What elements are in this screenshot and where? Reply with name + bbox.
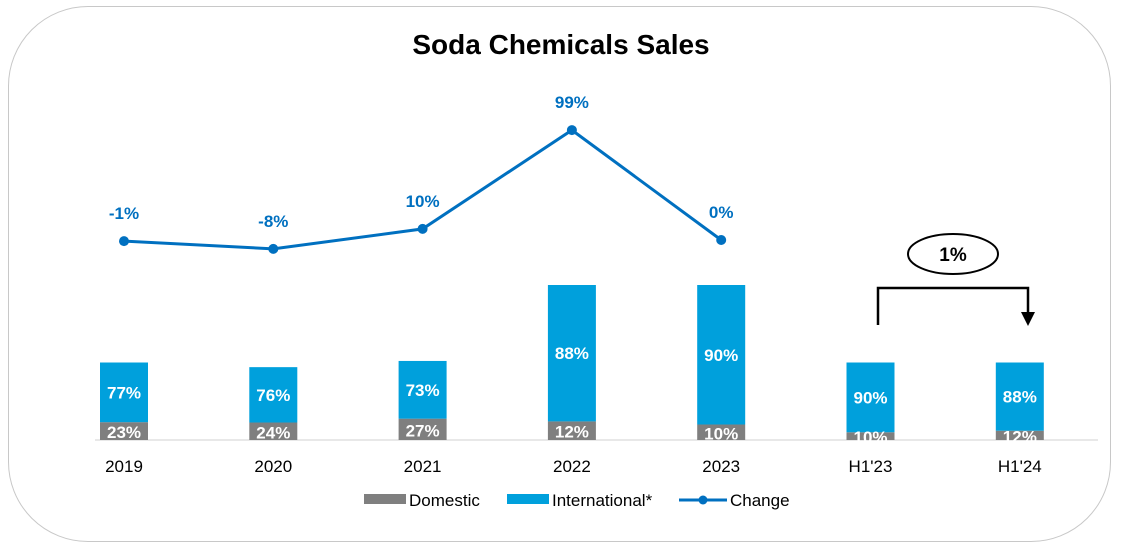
callout-label: 1% bbox=[939, 245, 967, 266]
legend-label-international: International* bbox=[552, 491, 653, 510]
bar-international-3 bbox=[547, 285, 596, 422]
label-international-3: 88% bbox=[555, 344, 589, 363]
label-international-4: 90% bbox=[704, 346, 738, 365]
bar-international-4 bbox=[697, 285, 746, 425]
legend-label-change: Change bbox=[730, 491, 790, 510]
x-tick-6: H1'24 bbox=[998, 457, 1042, 476]
x-tick-2: 2021 bbox=[404, 457, 442, 476]
label-domestic-2: 27% bbox=[406, 421, 440, 440]
legend-marker-change bbox=[698, 495, 708, 505]
change-line-group: -1% -8% 10% 99% 0% bbox=[109, 93, 734, 254]
change-point-0 bbox=[119, 236, 129, 247]
bar-domestic-3 bbox=[547, 421, 596, 440]
change-callout: 1% bbox=[876, 233, 1035, 326]
change-point-1 bbox=[268, 243, 279, 254]
legend-label-domestic: Domestic bbox=[409, 491, 480, 510]
label-international-0: 77% bbox=[107, 383, 141, 402]
bar-domestic-0 bbox=[100, 422, 148, 440]
bar-international-6 bbox=[995, 362, 1044, 431]
change-label-2: 10% bbox=[406, 192, 440, 211]
legend-swatch-domestic bbox=[364, 494, 406, 504]
label-international-1: 76% bbox=[256, 386, 290, 405]
change-label-4: 0% bbox=[709, 203, 734, 222]
bar-domestic-1 bbox=[249, 422, 298, 440]
change-point-3 bbox=[566, 125, 577, 136]
bar-domestic-2 bbox=[398, 418, 447, 440]
x-tick-1: 2020 bbox=[254, 457, 292, 476]
change-point-4 bbox=[716, 235, 727, 245]
bar-international-5 bbox=[846, 362, 895, 433]
bar-domestic-6 bbox=[995, 430, 1044, 440]
chart-title: Soda Chemicals Sales bbox=[412, 29, 709, 60]
x-tick-5: H1'23 bbox=[849, 457, 893, 476]
change-label-0: -1% bbox=[109, 204, 139, 223]
label-international-5: 90% bbox=[853, 388, 887, 407]
label-international-6: 88% bbox=[1003, 388, 1037, 407]
bar-international-1 bbox=[249, 367, 298, 423]
chart-frame bbox=[8, 6, 1111, 542]
bar-domestic-4 bbox=[697, 424, 746, 440]
label-domestic-4: 10% bbox=[704, 424, 738, 443]
callout-bracket bbox=[876, 286, 1030, 325]
callout-arrowhead bbox=[1021, 312, 1035, 326]
bars-group: 23% 77% 24% 76% 27% 73% 12% 88% 10% 90% 10% 90% 12% 8… bbox=[100, 285, 1044, 447]
bar-domestic-5 bbox=[846, 432, 895, 440]
bar-international-2 bbox=[398, 360, 447, 419]
label-domestic-5: 10% bbox=[853, 428, 887, 447]
change-label-1: -8% bbox=[258, 212, 288, 231]
x-tick-3: 2022 bbox=[553, 457, 591, 476]
label-domestic-1: 24% bbox=[256, 423, 290, 442]
change-label-3: 99% bbox=[555, 93, 589, 112]
legend-swatch-international bbox=[507, 494, 549, 504]
bar-international-0 bbox=[100, 362, 148, 423]
label-domestic-3: 12% bbox=[555, 423, 589, 442]
callout-ellipse bbox=[907, 233, 999, 275]
label-international-2: 73% bbox=[406, 381, 440, 400]
label-domestic-6: 12% bbox=[1003, 427, 1037, 446]
x-tick-labels: 2019 2020 2021 2022 2023 H1'23 H1'24 bbox=[105, 457, 1042, 476]
label-domestic-0: 23% bbox=[107, 423, 141, 442]
x-tick-0: 2019 bbox=[105, 457, 143, 476]
x-tick-4: 2023 bbox=[702, 457, 740, 476]
change-point-2 bbox=[417, 223, 428, 234]
legend: Domestic International* Change bbox=[364, 491, 790, 510]
